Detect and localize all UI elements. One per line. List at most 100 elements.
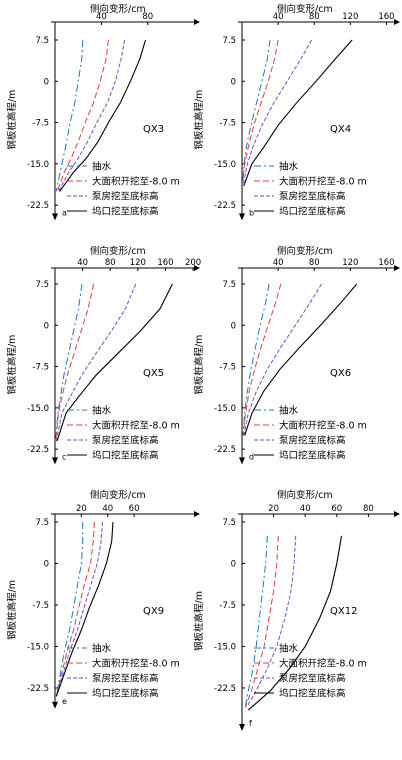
legend-label-2: 大面积开挖至-8.0 m xyxy=(279,176,367,188)
y-axis-title: 钢板桩高程/m xyxy=(193,335,205,395)
x-tick-label: 80 xyxy=(309,258,320,268)
y-axis-arrow xyxy=(239,723,245,731)
panel-label: e xyxy=(62,697,67,706)
x-axis-title: 侧向变形/cm xyxy=(277,489,333,501)
series-line-1 xyxy=(55,522,84,697)
x-tick-label: 40 xyxy=(273,12,284,22)
y-tick-label: -22.5 xyxy=(27,445,49,455)
y-tick-label: -7.5 xyxy=(32,363,49,373)
x-tick-label: 80 xyxy=(142,12,153,22)
y-axis-arrow xyxy=(52,213,58,221)
legend-label-2: 大面积开挖至-8.0 m xyxy=(279,420,367,432)
y-tick-label: -15.0 xyxy=(214,642,236,652)
x-axis-title: 侧向变形/cm xyxy=(277,245,333,257)
y-axis-arrow xyxy=(52,457,58,465)
x-tick-label: 40 xyxy=(300,504,311,514)
series-line-1 xyxy=(244,535,268,708)
pile-id: QX4 xyxy=(330,124,351,135)
y-tick-label: -22.5 xyxy=(214,445,236,455)
series-line-2 xyxy=(242,39,279,181)
y-tick-label: -22.5 xyxy=(214,201,236,211)
y-tick-label: 7.5 xyxy=(222,518,236,528)
legend-label-3: 泵房挖至底标高 xyxy=(92,191,159,203)
series-line-4 xyxy=(247,535,343,711)
legend-label-4: 坞口挖至底标高 xyxy=(279,688,346,700)
x-tick-label: 120 xyxy=(342,12,358,22)
legend-label-3: 泵房挖至底标高 xyxy=(92,435,159,447)
pile-id: QX12 xyxy=(330,606,357,617)
series-line-3 xyxy=(243,283,322,436)
x-tick-label: 20 xyxy=(268,504,279,514)
legend-label-4: 坞口挖至底标高 xyxy=(279,450,346,462)
y-tick-label: -7.5 xyxy=(219,119,236,129)
y-tick-label: 7.5 xyxy=(35,280,49,290)
y-axis-title: 钢板桩高程/m xyxy=(6,335,18,395)
y-tick-label: -22.5 xyxy=(27,684,49,694)
legend-label-4: 坞口挖至底标高 xyxy=(92,688,159,700)
series-line-3 xyxy=(58,39,126,192)
legend-label-1: 抽水 xyxy=(279,161,299,173)
y-tick-label: -7.5 xyxy=(219,363,236,373)
y-tick-label: 0 xyxy=(231,77,236,87)
x-axis-arrow xyxy=(194,511,200,517)
y-tick-label: -15.0 xyxy=(214,160,236,170)
y-axis-title: 钢板桩高程/m xyxy=(6,580,18,640)
pile-id: QX6 xyxy=(330,368,351,379)
y-axis-title: 钢板桩高程/m xyxy=(193,90,205,150)
x-tick-label: 60 xyxy=(129,504,140,514)
pile-id: QX9 xyxy=(143,606,164,617)
y-tick-label: 0 xyxy=(44,77,49,87)
x-tick-label: 40 xyxy=(102,504,113,514)
series-line-3 xyxy=(242,39,312,186)
series-line-3 xyxy=(55,283,137,441)
series-line-1 xyxy=(55,39,84,192)
panel-label: a xyxy=(62,208,67,217)
series-line-1 xyxy=(242,39,271,181)
series-line-4 xyxy=(244,283,358,436)
series-line-4 xyxy=(59,39,147,192)
panel-label: f xyxy=(249,719,252,728)
x-tick-label: 40 xyxy=(77,258,88,268)
series-line-1 xyxy=(242,283,270,436)
x-tick-label: 80 xyxy=(105,258,116,268)
legend-label-3: 泵房挖至底标高 xyxy=(279,435,346,447)
y-tick-label: 7.5 xyxy=(35,36,49,46)
panel-label: b xyxy=(249,208,254,217)
y-tick-label: -7.5 xyxy=(32,119,49,129)
x-tick-label: 160 xyxy=(378,258,394,268)
y-tick-label: 0 xyxy=(44,559,49,569)
y-axis-title: 钢板桩高程/m xyxy=(6,90,18,150)
legend-label-1: 抽水 xyxy=(92,643,112,655)
y-tick-label: -15.0 xyxy=(27,642,49,652)
x-tick-label: 200 xyxy=(185,258,201,268)
series-line-4 xyxy=(55,521,114,697)
x-tick-label: 80 xyxy=(363,504,374,514)
series-line-4 xyxy=(56,283,173,442)
legend-label-2: 大面积开挖至-8.0 m xyxy=(279,658,367,670)
y-axis-arrow xyxy=(239,457,245,465)
pile-id: QX3 xyxy=(143,124,164,135)
legend-label-1: 抽水 xyxy=(279,643,299,655)
panel-f: 侧向变形/cm 20 40 60 80 钢板桩高程/m 7.5 0 -7.5 -15.0 -22.5… xyxy=(193,489,400,731)
x-axis-arrow xyxy=(394,511,400,517)
legend-label-2: 大面积开挖至-8.0 m xyxy=(92,420,180,432)
y-tick-label: 0 xyxy=(231,559,236,569)
legend-label-2: 大面积开挖至-8.0 m xyxy=(92,176,180,188)
legend-label-3: 泵房挖至底标高 xyxy=(279,673,346,685)
pile-id: QX5 xyxy=(143,368,164,379)
x-tick-label: 120 xyxy=(130,258,146,268)
legend-label-3: 泵房挖至底标高 xyxy=(92,673,159,685)
y-tick-label: -7.5 xyxy=(219,601,236,611)
x-axis-arrow xyxy=(394,19,400,25)
x-tick-label: 40 xyxy=(273,258,284,268)
series-line-3 xyxy=(246,535,297,708)
x-axis-title: 侧向变形/cm xyxy=(90,489,146,501)
x-tick-label: 20 xyxy=(76,504,87,514)
x-tick-label: 160 xyxy=(157,258,173,268)
series-line-2 xyxy=(56,39,109,192)
legend-label-3: 泵房挖至底标高 xyxy=(279,191,346,203)
